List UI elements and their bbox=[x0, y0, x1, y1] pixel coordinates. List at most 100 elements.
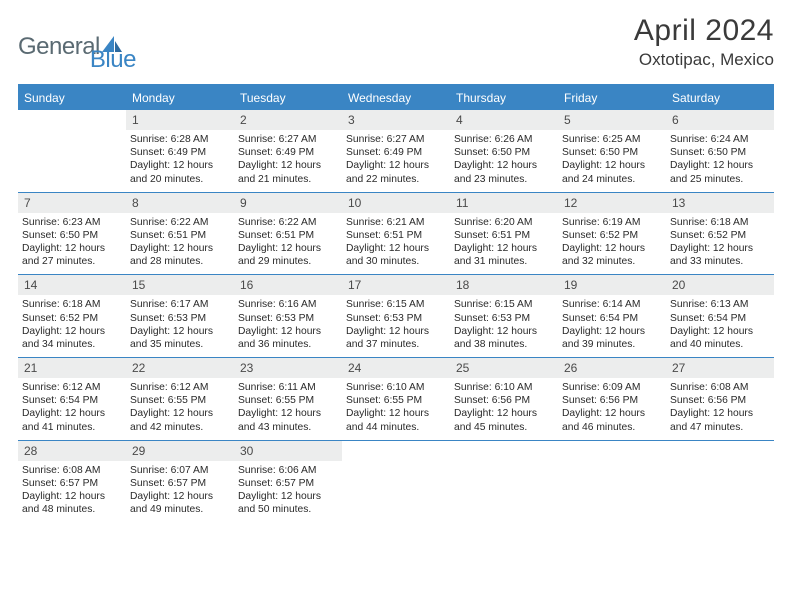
day-details: Sunrise: 6:23 AMSunset: 6:50 PMDaylight:… bbox=[18, 213, 126, 269]
sunrise-text: Sunrise: 6:28 AM bbox=[130, 133, 230, 146]
day-number bbox=[558, 441, 666, 460]
day-details: Sunrise: 6:13 AMSunset: 6:54 PMDaylight:… bbox=[666, 295, 774, 351]
day-details: Sunrise: 6:20 AMSunset: 6:51 PMDaylight:… bbox=[450, 213, 558, 269]
day-details: Sunrise: 6:10 AMSunset: 6:55 PMDaylight:… bbox=[342, 378, 450, 434]
sunrise-text: Sunrise: 6:22 AM bbox=[238, 216, 338, 229]
sunset-text: Sunset: 6:49 PM bbox=[130, 146, 230, 159]
sunrise-text: Sunrise: 6:13 AM bbox=[670, 298, 770, 311]
sunset-text: Sunset: 6:55 PM bbox=[130, 394, 230, 407]
sunrise-text: Sunrise: 6:27 AM bbox=[238, 133, 338, 146]
day-cell bbox=[450, 441, 558, 523]
weekday-header: Friday bbox=[558, 86, 666, 110]
day-number: 24 bbox=[342, 358, 450, 378]
logo: General Blue bbox=[18, 20, 136, 74]
day-number: 3 bbox=[342, 110, 450, 130]
day-cell: 7Sunrise: 6:23 AMSunset: 6:50 PMDaylight… bbox=[18, 193, 126, 275]
day-details: Sunrise: 6:22 AMSunset: 6:51 PMDaylight:… bbox=[126, 213, 234, 269]
day-number bbox=[666, 441, 774, 460]
sunset-text: Sunset: 6:56 PM bbox=[670, 394, 770, 407]
sunset-text: Sunset: 6:50 PM bbox=[454, 146, 554, 159]
week-row: 7Sunrise: 6:23 AMSunset: 6:50 PMDaylight… bbox=[18, 192, 774, 275]
day-details: Sunrise: 6:28 AMSunset: 6:49 PMDaylight:… bbox=[126, 130, 234, 186]
sunrise-text: Sunrise: 6:18 AM bbox=[22, 298, 122, 311]
day-number: 29 bbox=[126, 441, 234, 461]
sunset-text: Sunset: 6:54 PM bbox=[22, 394, 122, 407]
day-cell: 27Sunrise: 6:08 AMSunset: 6:56 PMDayligh… bbox=[666, 358, 774, 440]
sunset-text: Sunset: 6:52 PM bbox=[562, 229, 662, 242]
sunset-text: Sunset: 6:52 PM bbox=[22, 312, 122, 325]
sunrise-text: Sunrise: 6:25 AM bbox=[562, 133, 662, 146]
day-cell: 1Sunrise: 6:28 AMSunset: 6:49 PMDaylight… bbox=[126, 110, 234, 192]
daylight-text: Daylight: 12 hours and 24 minutes. bbox=[562, 159, 662, 185]
day-details: Sunrise: 6:17 AMSunset: 6:53 PMDaylight:… bbox=[126, 295, 234, 351]
day-cell bbox=[342, 441, 450, 523]
day-number: 9 bbox=[234, 193, 342, 213]
day-details: Sunrise: 6:12 AMSunset: 6:54 PMDaylight:… bbox=[18, 378, 126, 434]
day-details: Sunrise: 6:27 AMSunset: 6:49 PMDaylight:… bbox=[342, 130, 450, 186]
day-cell: 9Sunrise: 6:22 AMSunset: 6:51 PMDaylight… bbox=[234, 193, 342, 275]
weekday-header: Saturday bbox=[666, 86, 774, 110]
day-cell: 2Sunrise: 6:27 AMSunset: 6:49 PMDaylight… bbox=[234, 110, 342, 192]
daylight-text: Daylight: 12 hours and 47 minutes. bbox=[670, 407, 770, 433]
day-cell: 14Sunrise: 6:18 AMSunset: 6:52 PMDayligh… bbox=[18, 275, 126, 357]
weeks-container: 1Sunrise: 6:28 AMSunset: 6:49 PMDaylight… bbox=[18, 110, 774, 522]
day-cell: 8Sunrise: 6:22 AMSunset: 6:51 PMDaylight… bbox=[126, 193, 234, 275]
day-cell: 21Sunrise: 6:12 AMSunset: 6:54 PMDayligh… bbox=[18, 358, 126, 440]
day-cell bbox=[18, 110, 126, 192]
day-cell: 19Sunrise: 6:14 AMSunset: 6:54 PMDayligh… bbox=[558, 275, 666, 357]
sunset-text: Sunset: 6:49 PM bbox=[238, 146, 338, 159]
day-number: 7 bbox=[18, 193, 126, 213]
sunset-text: Sunset: 6:53 PM bbox=[130, 312, 230, 325]
day-cell: 12Sunrise: 6:19 AMSunset: 6:52 PMDayligh… bbox=[558, 193, 666, 275]
sunset-text: Sunset: 6:57 PM bbox=[130, 477, 230, 490]
daylight-text: Daylight: 12 hours and 44 minutes. bbox=[346, 407, 446, 433]
daylight-text: Daylight: 12 hours and 43 minutes. bbox=[238, 407, 338, 433]
day-number bbox=[18, 110, 126, 129]
day-details: Sunrise: 6:19 AMSunset: 6:52 PMDaylight:… bbox=[558, 213, 666, 269]
day-details: Sunrise: 6:26 AMSunset: 6:50 PMDaylight:… bbox=[450, 130, 558, 186]
daylight-text: Daylight: 12 hours and 42 minutes. bbox=[130, 407, 230, 433]
weekday-header: Monday bbox=[126, 86, 234, 110]
daylight-text: Daylight: 12 hours and 37 minutes. bbox=[346, 325, 446, 351]
day-details: Sunrise: 6:16 AMSunset: 6:53 PMDaylight:… bbox=[234, 295, 342, 351]
sunrise-text: Sunrise: 6:26 AM bbox=[454, 133, 554, 146]
day-details: Sunrise: 6:18 AMSunset: 6:52 PMDaylight:… bbox=[18, 295, 126, 351]
day-details: Sunrise: 6:06 AMSunset: 6:57 PMDaylight:… bbox=[234, 461, 342, 517]
day-cell: 24Sunrise: 6:10 AMSunset: 6:55 PMDayligh… bbox=[342, 358, 450, 440]
sunset-text: Sunset: 6:53 PM bbox=[346, 312, 446, 325]
day-details: Sunrise: 6:10 AMSunset: 6:56 PMDaylight:… bbox=[450, 378, 558, 434]
day-number: 13 bbox=[666, 193, 774, 213]
sunset-text: Sunset: 6:56 PM bbox=[562, 394, 662, 407]
sunrise-text: Sunrise: 6:17 AM bbox=[130, 298, 230, 311]
day-details: Sunrise: 6:27 AMSunset: 6:49 PMDaylight:… bbox=[234, 130, 342, 186]
daylight-text: Daylight: 12 hours and 50 minutes. bbox=[238, 490, 338, 516]
daylight-text: Daylight: 12 hours and 21 minutes. bbox=[238, 159, 338, 185]
weekday-header: Wednesday bbox=[342, 86, 450, 110]
sunrise-text: Sunrise: 6:18 AM bbox=[670, 216, 770, 229]
sunrise-text: Sunrise: 6:09 AM bbox=[562, 381, 662, 394]
day-cell: 26Sunrise: 6:09 AMSunset: 6:56 PMDayligh… bbox=[558, 358, 666, 440]
daylight-text: Daylight: 12 hours and 38 minutes. bbox=[454, 325, 554, 351]
day-cell: 30Sunrise: 6:06 AMSunset: 6:57 PMDayligh… bbox=[234, 441, 342, 523]
day-number: 22 bbox=[126, 358, 234, 378]
day-details: Sunrise: 6:14 AMSunset: 6:54 PMDaylight:… bbox=[558, 295, 666, 351]
day-cell: 28Sunrise: 6:08 AMSunset: 6:57 PMDayligh… bbox=[18, 441, 126, 523]
daylight-text: Daylight: 12 hours and 23 minutes. bbox=[454, 159, 554, 185]
day-number: 6 bbox=[666, 110, 774, 130]
day-cell: 20Sunrise: 6:13 AMSunset: 6:54 PMDayligh… bbox=[666, 275, 774, 357]
day-cell: 18Sunrise: 6:15 AMSunset: 6:53 PMDayligh… bbox=[450, 275, 558, 357]
day-details: Sunrise: 6:15 AMSunset: 6:53 PMDaylight:… bbox=[342, 295, 450, 351]
day-number: 11 bbox=[450, 193, 558, 213]
sunset-text: Sunset: 6:53 PM bbox=[238, 312, 338, 325]
sunrise-text: Sunrise: 6:10 AM bbox=[454, 381, 554, 394]
sunrise-text: Sunrise: 6:10 AM bbox=[346, 381, 446, 394]
sunrise-text: Sunrise: 6:15 AM bbox=[454, 298, 554, 311]
day-details: Sunrise: 6:11 AMSunset: 6:55 PMDaylight:… bbox=[234, 378, 342, 434]
sunrise-text: Sunrise: 6:11 AM bbox=[238, 381, 338, 394]
sunset-text: Sunset: 6:55 PM bbox=[346, 394, 446, 407]
day-number: 5 bbox=[558, 110, 666, 130]
day-number: 8 bbox=[126, 193, 234, 213]
sunrise-text: Sunrise: 6:12 AM bbox=[22, 381, 122, 394]
daylight-text: Daylight: 12 hours and 35 minutes. bbox=[130, 325, 230, 351]
day-cell: 10Sunrise: 6:21 AMSunset: 6:51 PMDayligh… bbox=[342, 193, 450, 275]
